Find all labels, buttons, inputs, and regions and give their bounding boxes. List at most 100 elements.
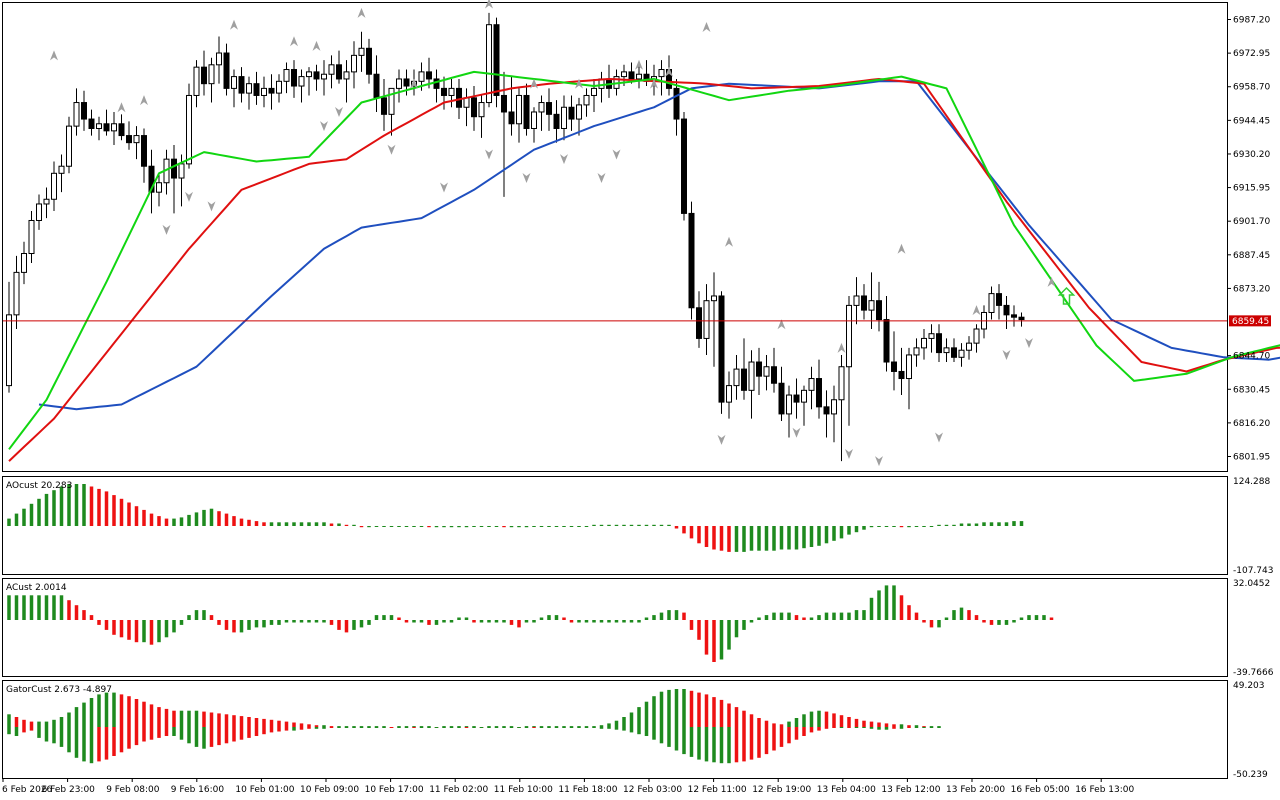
candle — [658, 60, 665, 96]
gator-lower-bar — [502, 727, 506, 728]
ac-bar — [104, 620, 109, 630]
candle — [508, 76, 515, 136]
bull-candle-body — [831, 399, 837, 415]
bear-candle-body — [816, 378, 822, 408]
gator-lower-bar — [292, 727, 296, 731]
ao-bar — [127, 502, 131, 526]
ac-bar — [817, 615, 821, 620]
gator-lower-bar — [869, 727, 874, 729]
gator-lower-bar — [284, 727, 289, 731]
bull-candle-body — [43, 198, 50, 205]
fractal-up-icon — [837, 342, 846, 353]
ao-bar — [44, 493, 49, 526]
bull-candle-body — [478, 102, 485, 118]
ao-bar — [119, 498, 124, 526]
gator-lower-bar — [614, 727, 619, 730]
gator-lower-bar — [584, 727, 589, 728]
candle — [1003, 295, 1010, 329]
candle — [951, 338, 957, 363]
bear-candle-body — [381, 97, 387, 115]
ac-bar — [262, 620, 266, 628]
gator-upper-bar — [359, 726, 364, 728]
ac-bar — [29, 595, 34, 620]
gator-upper-bar — [614, 720, 619, 727]
ac-bar — [1019, 617, 1024, 620]
ac-bar — [607, 620, 611, 623]
bear-candle-body — [771, 366, 777, 384]
gator-upper-bar — [599, 725, 604, 727]
gator-upper-bar — [592, 726, 596, 728]
gator-lower-bar — [764, 727, 769, 755]
gator-lower-bar — [472, 727, 476, 728]
gator-upper-bar — [749, 714, 754, 727]
ac-bar — [809, 617, 814, 620]
ao-bar — [832, 526, 836, 541]
ac-bar — [719, 620, 724, 660]
gator-upper-bar — [269, 719, 274, 727]
fractal-up-icon — [230, 19, 238, 30]
ac-bar — [269, 620, 274, 625]
gator-upper-bar — [277, 720, 281, 727]
price-axis: 6987.20 6972.95 6958.70 6944.45 6930.20 6915.… — [1227, 16, 1270, 462]
fractal-down-icon — [612, 149, 621, 160]
bull-candle-body — [636, 73, 642, 80]
ao-bar — [442, 526, 446, 528]
gator-upper-bar — [757, 718, 761, 727]
gator-upper-bar — [524, 726, 529, 728]
ac-bar — [1027, 615, 1031, 620]
gator-upper-bar — [254, 718, 259, 727]
ao-bar — [689, 526, 694, 539]
candle — [928, 324, 935, 353]
fractal-up-icon — [117, 102, 126, 113]
gator-lower-bar — [127, 727, 131, 749]
ao-bar — [359, 526, 364, 528]
candle — [388, 87, 395, 136]
ao-bar — [569, 526, 574, 527]
ao-bar — [434, 526, 439, 528]
gator-upper-bar — [194, 710, 199, 727]
gator-lower-bar — [772, 727, 776, 751]
gator-upper-bar — [892, 724, 896, 727]
ao-bar — [239, 518, 244, 526]
candle — [921, 328, 927, 360]
ao-bar — [929, 526, 934, 527]
gator-pane-frame[interactable] — [2, 680, 1228, 779]
main-pane-frame[interactable] — [2, 2, 1228, 472]
ac-bar — [749, 620, 754, 623]
gator-upper-bar — [142, 701, 146, 727]
gator-lower-bar — [569, 727, 574, 728]
ao-bar — [74, 484, 79, 526]
candle — [366, 38, 372, 84]
ac-pane-frame[interactable] — [2, 578, 1228, 677]
gator-upper-bar — [659, 691, 664, 727]
bull-candle-body — [306, 71, 312, 78]
bear-candle-body — [823, 406, 830, 415]
gator-upper-bar — [29, 721, 34, 727]
gator-lower-bar — [187, 727, 191, 744]
time-tick-label: 11 Feb 18:00 — [558, 785, 617, 795]
ac-bar — [779, 612, 784, 620]
gator-upper-bar — [382, 726, 386, 728]
gator-lower-bar — [734, 727, 739, 763]
bull-candle-body — [868, 300, 875, 311]
bear-candle-body — [793, 394, 800, 403]
ao-bar — [427, 526, 431, 528]
bull-candle-body — [156, 182, 162, 193]
gator-lower-bar — [547, 727, 551, 728]
ao-bar — [164, 518, 169, 526]
ao-bar — [854, 526, 859, 533]
fractal-up-icon — [575, 78, 583, 89]
gator-upper-bar — [239, 716, 244, 727]
gator-upper-bar — [854, 718, 859, 727]
bull-candle-body — [448, 87, 455, 96]
bear-candle-body — [681, 118, 687, 214]
gator-lower-bar — [712, 727, 716, 763]
ao-bar — [922, 526, 926, 527]
ac-max-label: 32.0452 — [1233, 579, 1270, 589]
gator-lower-bar — [532, 727, 536, 728]
ao-bar — [344, 524, 349, 526]
ao-pane-frame[interactable] — [2, 476, 1228, 575]
gator-upper-bar — [37, 721, 41, 727]
ao-bar — [472, 526, 476, 527]
gator-upper-bar — [374, 726, 379, 728]
